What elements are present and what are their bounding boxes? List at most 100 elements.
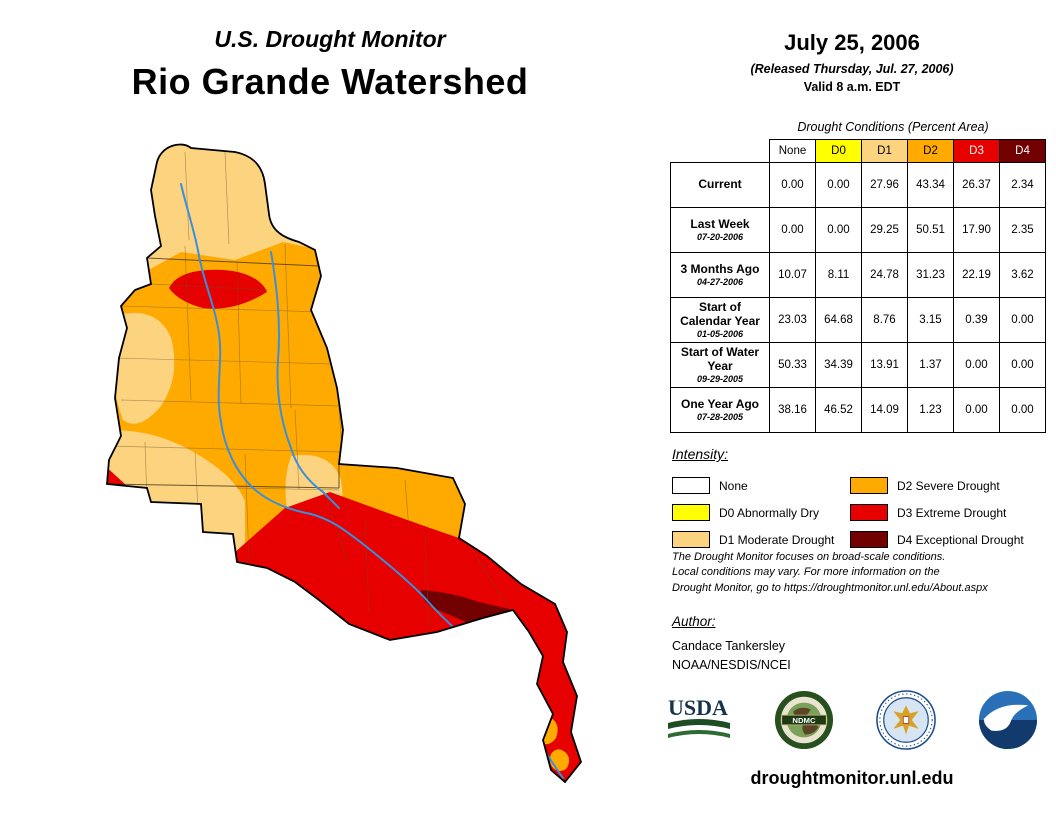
disclaimer-text: The Drought Monitor focuses on broad-sca…	[672, 550, 988, 596]
table-row: Start of Water Year 09-29-2005 50.33 34.39 1…	[670, 342, 1046, 388]
table-cell: 31.23	[907, 252, 954, 298]
disclaimer-line-2: Local conditions may vary. For more info…	[672, 566, 940, 579]
column-header-d2: D2	[907, 139, 954, 163]
table-cell: 0.00	[999, 387, 1046, 433]
drought-table-section: Drought Conditions (Percent Area) None D0…	[670, 120, 1046, 433]
legend-title: Intensity:	[672, 446, 729, 462]
table-cell: 2.34	[999, 162, 1046, 208]
author-name: Candace Tankersley	[672, 639, 786, 653]
table-cell: 0.00	[953, 387, 1000, 433]
author-heading: Author:	[672, 614, 716, 629]
legend-swatch	[850, 504, 888, 521]
disclaimer-line-3: Drought Monitor, go to https://droughtmo…	[672, 581, 988, 594]
table-title: Drought Conditions (Percent Area)	[797, 120, 989, 134]
legend-label: D0 Abnormally Dry	[719, 505, 820, 520]
legend-label: None	[719, 478, 748, 493]
map-date: July 25, 2006	[784, 30, 920, 55]
table-cell: 50.33	[769, 342, 816, 388]
noaa-logo	[978, 690, 1038, 750]
valid-time: Valid 8 a.m. EDT	[803, 80, 901, 94]
author-organization: NOAA/NESDIS/NCEI	[672, 658, 791, 672]
table-cell: 46.52	[815, 387, 862, 433]
usda-logo: USDA	[668, 695, 730, 738]
svg-text:USDA: USDA	[668, 695, 728, 720]
table-cell: 34.39	[815, 342, 862, 388]
legend-items: None D0 Abnormally Dry D1 Moderate Drought…	[672, 472, 1050, 553]
watershed-map	[106, 143, 582, 783]
table-cell: 29.25	[861, 207, 908, 253]
row-label: Last Week 07-20-2006	[670, 207, 770, 253]
table-cell: 64.68	[815, 297, 862, 343]
table-cell: 3.62	[999, 252, 1046, 298]
column-header-d3: D3	[953, 139, 1000, 163]
table-cell: 1.37	[907, 342, 954, 388]
legend-label: D1 Moderate Drought	[719, 532, 835, 547]
table-row: Start of Calendar Year 01-05-2006 23.03 64.…	[670, 297, 1046, 343]
table-cell: 22.19	[953, 252, 1000, 298]
legend-item: D1 Moderate Drought	[672, 526, 850, 553]
table-cell: 0.39	[953, 297, 1000, 343]
table-cell: 2.35	[999, 207, 1046, 253]
legend-swatch	[672, 477, 710, 494]
column-header-d1: D1	[861, 139, 908, 163]
legend-label: D4 Exceptional Drought	[897, 532, 1024, 547]
legend-item: D0 Abnormally Dry	[672, 499, 850, 526]
table-cell: 0.00	[815, 207, 862, 253]
table-cell: 38.16	[769, 387, 816, 433]
table-cell: 0.00	[999, 342, 1046, 388]
row-label: Current	[670, 162, 770, 208]
table-cell: 8.76	[861, 297, 908, 343]
table-row: One Year Ago 07-28-2005 38.16 46.52 14.09 1.2…	[670, 387, 1046, 433]
map-titles: U.S. Drought Monitor Rio Grande Watershe…	[0, 26, 660, 103]
table-cell: 10.07	[769, 252, 816, 298]
column-header-d0: D0	[815, 139, 862, 163]
table-cell: 1.23	[907, 387, 954, 433]
table-row: Current 0.00 0.00 27.96 43.34 26.37 2.34	[670, 162, 1046, 208]
column-header-d4: D4	[999, 139, 1046, 163]
drought-conditions-table: None D0 D1 D2 D3 D4 Current 0.00 0.00 27.96 43.34…	[670, 139, 1046, 433]
table-row: 3 Months Ago 04-27-2006 10.07 8.11 24.78 31.2…	[670, 252, 1046, 298]
intensity-legend: Intensity: None D0 Abnormally Dry D1 Moder…	[672, 446, 1050, 553]
table-cell: 50.51	[907, 207, 954, 253]
table-corner-cell	[670, 139, 770, 163]
table-cell: 3.15	[907, 297, 954, 343]
page-title: U.S. Drought Monitor	[214, 26, 446, 52]
table-cell: 8.11	[815, 252, 862, 298]
table-cell: 0.00	[769, 162, 816, 208]
legend-swatch	[672, 504, 710, 521]
table-cell: 27.96	[861, 162, 908, 208]
site-url: droughtmonitor.unl.edu	[750, 768, 954, 788]
legend-label: D2 Severe Drought	[897, 478, 1000, 493]
table-cell: 24.78	[861, 252, 908, 298]
drought-table-header-row: None D0 D1 D2 D3 D4	[670, 139, 1046, 163]
row-label: Start of Water Year 09-29-2005	[670, 342, 770, 388]
row-label: 3 Months Ago 04-27-2006	[670, 252, 770, 298]
legend-item: D4 Exceptional Drought	[850, 526, 1050, 553]
svg-text:NDMC: NDMC	[792, 716, 816, 725]
table-cell: 0.00	[999, 297, 1046, 343]
table-cell: 26.37	[953, 162, 1000, 208]
drought-table-body: Current 0.00 0.00 27.96 43.34 26.37 2.34 Last W…	[670, 162, 1046, 433]
legend-swatch	[850, 477, 888, 494]
row-label: One Year Ago 07-28-2005	[670, 387, 770, 433]
legend-swatch	[850, 531, 888, 548]
author-section: Author: Candace Tankersley NOAA/NESDIS/N…	[672, 614, 791, 672]
row-label: Start of Calendar Year 01-05-2006	[670, 297, 770, 343]
released-date: (Released Thursday, Jul. 27, 2006)	[750, 62, 954, 76]
legend-item: D3 Extreme Drought	[850, 499, 1050, 526]
table-cell: 0.00	[815, 162, 862, 208]
table-cell: 17.90	[953, 207, 1000, 253]
legend-swatch	[672, 531, 710, 548]
table-cell: 0.00	[953, 342, 1000, 388]
disclaimer-line-1: The Drought Monitor focuses on broad-sca…	[672, 551, 946, 563]
map-region-d1-west	[112, 312, 175, 424]
table-cell: 13.91	[861, 342, 908, 388]
map-region-d3-north-band	[169, 269, 267, 309]
legend-item: D2 Severe Drought	[850, 472, 1050, 499]
date-block: July 25, 2006 (Released Thursday, Jul. 2…	[656, 30, 1048, 94]
table-row: Last Week 07-20-2006 0.00 0.00 29.25 50.51 17.…	[670, 207, 1046, 253]
column-header-none: None	[769, 139, 816, 163]
county-lines	[107, 151, 510, 631]
legend-item: None	[672, 472, 850, 499]
